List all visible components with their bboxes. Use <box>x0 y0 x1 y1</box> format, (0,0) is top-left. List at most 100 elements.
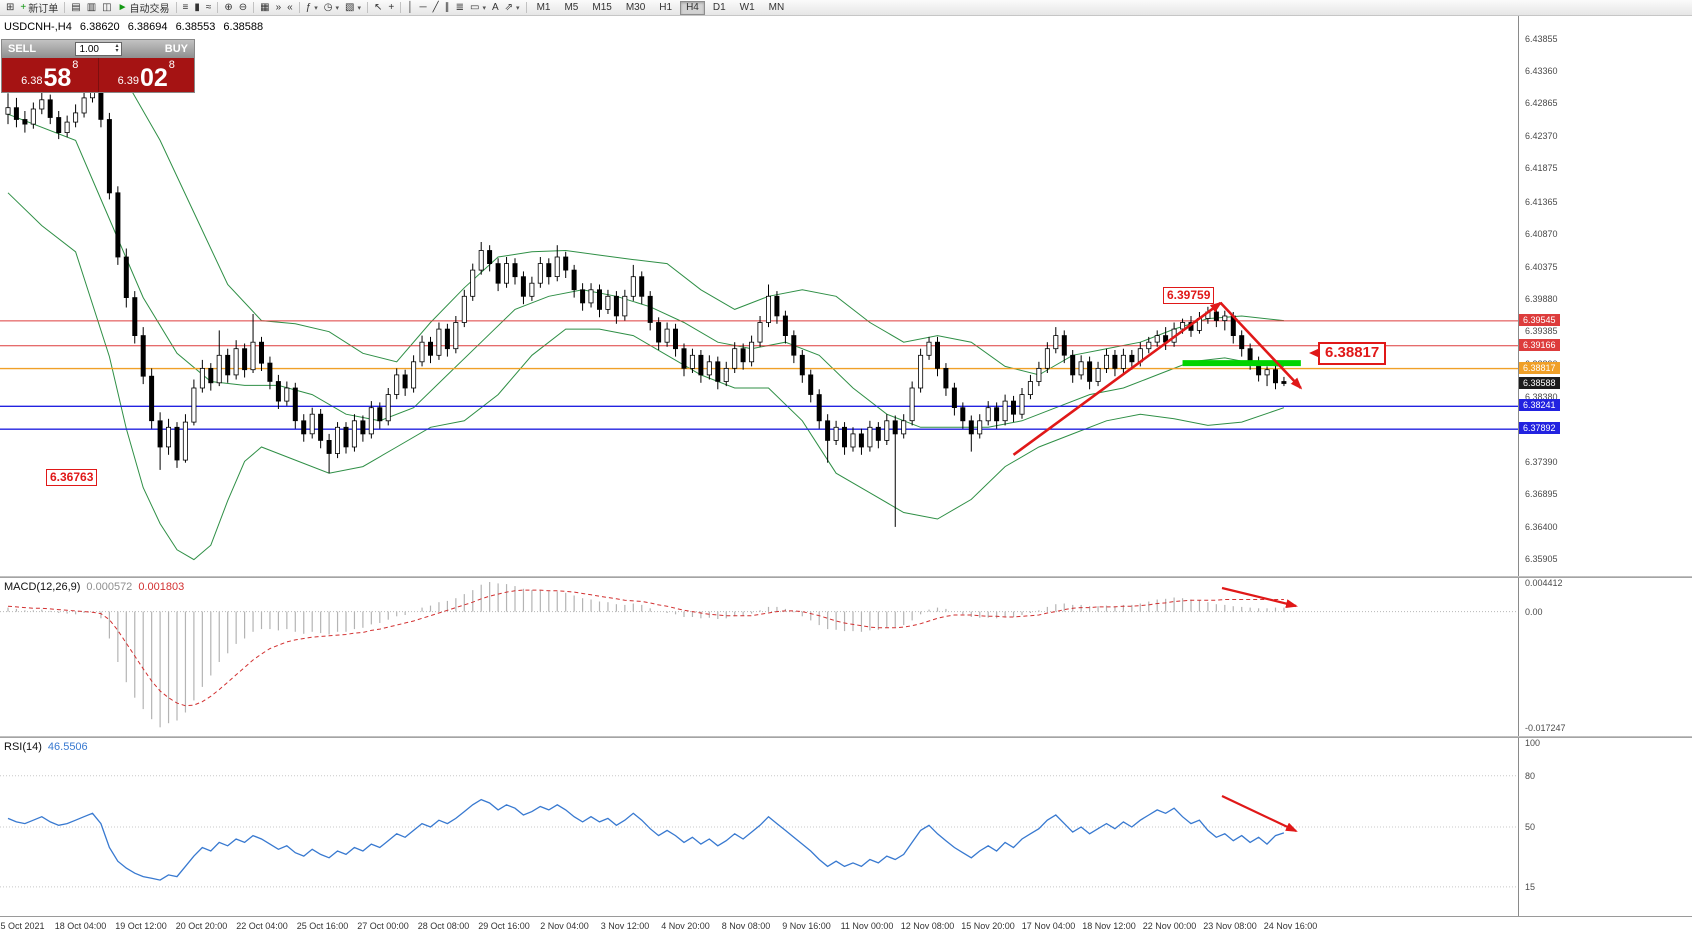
new-chart-icon[interactable]: ⊞ <box>3 0 17 15</box>
timeframe-mn[interactable]: MN <box>768 2 785 13</box>
horizontal-line-icon[interactable]: ─ <box>417 0 430 15</box>
cursor-icon[interactable]: ↖ <box>371 0 385 15</box>
navigator-icon[interactable]: ◫ <box>99 0 114 15</box>
candlestick-chart-icon[interactable]: ▮ <box>191 0 203 15</box>
line-chart-icon[interactable]: ≈ <box>203 0 215 15</box>
shapes-icon[interactable]: ▭ ▾ <box>467 0 489 15</box>
volume-spinner[interactable]: ▴ ▾ <box>114 43 119 54</box>
macd-panel: 0.004412 0.00 -0.017247 MACD(12,26,9) 0.000… <box>0 578 1692 736</box>
tile-windows-icon: ▦ <box>260 1 270 13</box>
macd-scale-label: 0.00 <box>1525 606 1543 617</box>
zoom-out-icon[interactable]: ⊖ <box>236 0 250 15</box>
tile-windows-icon[interactable]: ▦ <box>257 0 272 15</box>
one-click-trading-panel: SELL 1.00 ▴ ▾ BUY 6.38 58 8 6.39 02 8 <box>2 40 194 92</box>
symbol-period-label: USDCNH-,H4 <box>4 21 72 33</box>
time-axis-label: 29 Oct 16:00 <box>478 921 530 931</box>
market-watch-icon: ▤ <box>71 1 81 13</box>
panel-splitter[interactable] <box>0 576 1692 578</box>
macd-scale-label: 0.004412 <box>1525 578 1563 588</box>
volume-value[interactable]: 1.00 <box>79 43 99 55</box>
timeframe-h4[interactable]: H4 <box>680 0 705 15</box>
crosshair-icon: + <box>388 1 395 13</box>
chart-shift-icon: « <box>287 1 293 13</box>
buy-price-big: 02 <box>139 64 168 92</box>
rsi-scale-label: 80 <box>1525 770 1536 781</box>
timeframe-h1[interactable]: H1 <box>659 2 673 13</box>
bollinger-lower-band <box>7 192 1285 561</box>
cursor-icon: ↖ <box>374 1 383 13</box>
timeframe-w1[interactable]: W1 <box>739 2 755 13</box>
data-window-icon: ▥ <box>86 1 97 13</box>
data-window-icon[interactable]: ▥ <box>84 0 99 15</box>
text-icon[interactable]: A <box>489 0 502 15</box>
toolbar-separator <box>400 2 402 13</box>
rsi-canvas[interactable] <box>0 738 1518 916</box>
rsi-scale-label: 100 <box>1525 738 1541 748</box>
rsi-down-arrow[interactable] <box>1221 795 1298 832</box>
buy-label[interactable]: BUY <box>164 43 189 55</box>
panel-splitter[interactable] <box>0 736 1692 738</box>
buy-button[interactable]: 6.39 02 8 <box>97 58 194 92</box>
market-watch-icon[interactable]: ▤ <box>68 0 83 15</box>
arrows-icon[interactable]: ⇗ ▾ <box>502 0 523 15</box>
chart-header: USDCNH-,H4 6.38620 6.38694 6.38553 6.385… <box>4 21 268 33</box>
macd-signal-value: 0.001803 <box>138 581 185 593</box>
price-tick-label: 6.40375 <box>1525 261 1558 272</box>
crosshair-icon[interactable]: + <box>385 0 397 15</box>
indicators-icon: ƒ <box>305 1 312 13</box>
price-tick-label: 6.35905 <box>1525 554 1558 565</box>
macd-signal-line <box>7 589 1284 707</box>
time-axis-label: 19 Oct 12:00 <box>115 921 167 931</box>
time-axis-label: 15 Nov 20:00 <box>961 921 1015 931</box>
ohlc-low: 6.38553 <box>175 21 216 33</box>
sell-label[interactable]: SELL <box>8 43 37 55</box>
timeframe-m30[interactable]: M30 <box>625 2 646 13</box>
macd-down-arrow[interactable] <box>1221 586 1298 609</box>
price-tick-label: 6.41875 <box>1525 163 1558 174</box>
macd-canvas[interactable] <box>0 578 1518 736</box>
trade-panel-header: SELL 1.00 ▴ ▾ BUY <box>2 40 194 58</box>
price-tick-label: 6.37390 <box>1525 457 1558 468</box>
zoom-in-icon[interactable]: ⊕ <box>221 0 235 15</box>
volume-up-icon[interactable]: ▴ <box>115 43 119 49</box>
chart-shift-icon[interactable]: « <box>284 0 296 15</box>
fibonacci-icon[interactable]: ≣ <box>453 0 467 15</box>
auto-trading-button[interactable]: ► 自动交易 <box>115 0 173 15</box>
auto-scroll-icon: » <box>275 1 282 13</box>
auto-trading-button: ► <box>117 1 128 13</box>
price-annotation[interactable]: 6.38817 <box>1308 342 1387 365</box>
buy-price-prefix: 6.39 <box>117 75 139 87</box>
arrows-icon: ⇗ <box>504 1 514 13</box>
auto-scroll-icon[interactable]: » <box>273 0 285 15</box>
vertical-line-icon[interactable]: │ <box>404 0 416 15</box>
sell-price-big: 58 <box>43 64 72 92</box>
price-tick-label: 6.38380 <box>1525 392 1558 403</box>
timeframe-d1[interactable]: D1 <box>712 2 726 13</box>
toolbar-separator <box>367 2 369 13</box>
time-axis-label: 22 Oct 04:00 <box>236 921 288 931</box>
template-icon[interactable]: ▧ ▾ <box>342 0 364 15</box>
time-axis-label: 3 Nov 12:00 <box>600 921 650 931</box>
text-icon: A <box>491 1 499 13</box>
indicators-icon[interactable]: ƒ ▾ <box>303 0 321 15</box>
trend-arrow[interactable] <box>1219 302 1303 390</box>
timeframe-m5[interactable]: M5 <box>564 2 579 13</box>
main-chart-canvas[interactable] <box>0 16 1518 576</box>
timeframe-m1[interactable]: M1 <box>536 2 551 13</box>
trendline-icon[interactable]: ╱ <box>430 0 442 15</box>
main-chart-panel: 6.43855 6.43360 6.42865 6.42370 6.41875 6.413… <box>0 16 1692 576</box>
trend-arrow[interactable] <box>1012 301 1223 456</box>
sell-button[interactable]: 6.38 58 8 <box>2 58 98 92</box>
bar-chart-icon[interactable]: ≡ <box>180 0 192 15</box>
period-icon[interactable]: ◷ ▾ <box>321 0 342 15</box>
volume-field[interactable]: 1.00 ▴ ▾ <box>74 42 122 56</box>
new-order-button[interactable]: + 新订单 <box>17 0 61 15</box>
shapes-icon: ▭ <box>470 1 480 13</box>
price-annotation[interactable]: 6.39759 <box>1163 287 1215 304</box>
time-axis-label: 18 Oct 04:00 <box>54 921 107 931</box>
price-annotation[interactable]: 6.36763 <box>46 469 98 486</box>
volume-down-icon[interactable]: ▾ <box>115 48 119 54</box>
channel-icon[interactable]: ∥ <box>442 0 453 15</box>
price-tick-label: 6.36400 <box>1525 521 1558 532</box>
timeframe-m15[interactable]: M15 <box>592 2 612 13</box>
